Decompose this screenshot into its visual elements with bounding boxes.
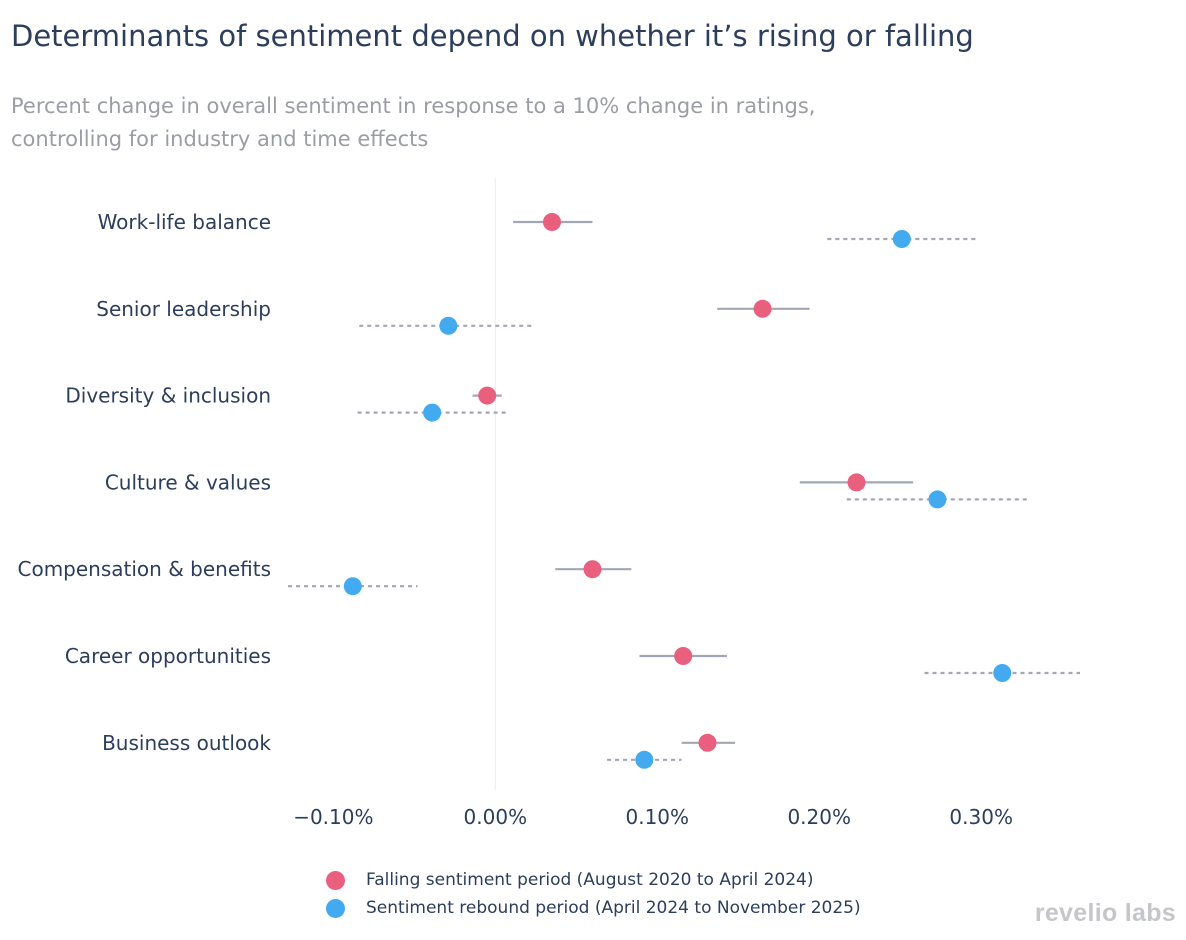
legend-marker-rebound <box>326 898 345 918</box>
legend-label-rebound: Sentiment rebound period (April 2024 to … <box>366 898 861 918</box>
x-tick-label: 0.30% <box>949 805 1013 829</box>
point-rebound <box>928 490 947 509</box>
category-label-career-opportunities: Career opportunities <box>65 644 271 668</box>
point-falling <box>753 299 772 318</box>
category-label-culture-values: Culture & values <box>105 470 271 494</box>
point-rebound <box>993 664 1012 682</box>
x-tick-label: −0.10% <box>293 805 373 829</box>
x-tick-label: 0.20% <box>787 805 851 829</box>
chart-subtitle-line-2: controlling for industry and time effect… <box>11 127 429 151</box>
point-falling <box>543 213 561 231</box>
point-rebound <box>635 750 654 769</box>
point-rebound <box>439 316 458 335</box>
category-label-business-outlook: Business outlook <box>102 731 271 755</box>
point-falling <box>847 473 866 492</box>
legend-item-falling[interactable]: Falling sentiment period (August 2020 to… <box>326 866 861 894</box>
legend: Falling sentiment period (August 2020 to… <box>326 866 861 922</box>
point-falling <box>583 560 602 579</box>
legend-marker-falling <box>326 870 345 890</box>
category-label-work-life-balance: Work-life balance <box>98 210 271 234</box>
legend-label-falling: Falling sentiment period (August 2020 to… <box>366 870 814 890</box>
point-falling <box>478 386 497 405</box>
category-label-compensation-benefits: Compensation & benefits <box>18 557 272 581</box>
point-rebound <box>892 230 911 248</box>
chart-subtitle-line-1: Percent change in overall sentiment in r… <box>11 94 816 118</box>
legend-item-rebound[interactable]: Sentiment rebound period (April 2024 to … <box>326 894 861 922</box>
brand-logo: revelio labs <box>1034 899 1176 927</box>
x-tick-label: 0.10% <box>626 805 690 829</box>
chart-title: Determinants of sentiment depend on whet… <box>11 19 974 53</box>
point-falling <box>698 733 717 752</box>
point-rebound <box>423 403 442 422</box>
category-label-diversity-inclusion: Diversity & inclusion <box>65 384 271 408</box>
category-label-senior-leadership: Senior leadership <box>96 297 271 321</box>
chart-subtitle: Percent change in overall sentiment in r… <box>11 90 961 156</box>
x-tick-label: 0.00% <box>464 805 528 829</box>
dot-plot: Work-life balance Senior leadership Divers… <box>18 178 1080 829</box>
point-falling <box>674 647 693 665</box>
point-rebound <box>343 577 362 596</box>
